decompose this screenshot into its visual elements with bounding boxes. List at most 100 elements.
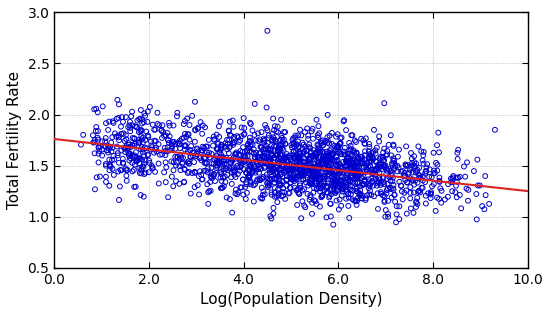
- Point: [251, 182, 260, 187]
- Point: [217, 178, 226, 183]
- Point: [336, 149, 344, 154]
- Point: [243, 143, 252, 148]
- Point: [294, 190, 302, 195]
- Point: [272, 170, 281, 175]
- Point: [336, 162, 344, 167]
- Point: [215, 156, 224, 161]
- Point: [141, 138, 150, 143]
- Point: [152, 149, 161, 154]
- Point: [226, 144, 234, 149]
- Point: [352, 186, 361, 191]
- Point: [135, 166, 144, 171]
- Point: [173, 154, 182, 160]
- Point: [260, 159, 268, 164]
- Point: [277, 117, 285, 122]
- Point: [388, 186, 397, 191]
- Point: [423, 162, 432, 167]
- Point: [319, 155, 328, 160]
- Point: [326, 188, 334, 193]
- Point: [307, 129, 316, 134]
- Point: [408, 156, 416, 161]
- Point: [160, 170, 168, 175]
- Point: [304, 183, 313, 188]
- Point: [184, 161, 193, 166]
- Point: [135, 116, 144, 122]
- Point: [132, 159, 141, 164]
- Point: [358, 161, 367, 166]
- Point: [176, 168, 185, 173]
- Point: [314, 161, 322, 166]
- Point: [341, 181, 350, 186]
- Point: [113, 97, 122, 102]
- Point: [90, 151, 99, 156]
- Point: [345, 215, 354, 220]
- Point: [455, 192, 464, 198]
- Point: [262, 143, 271, 148]
- Point: [240, 154, 249, 159]
- Point: [344, 148, 353, 153]
- Point: [401, 173, 410, 178]
- Point: [324, 141, 333, 146]
- Point: [267, 138, 276, 143]
- Point: [346, 192, 355, 197]
- Point: [278, 164, 287, 169]
- Point: [356, 154, 365, 159]
- Point: [141, 170, 150, 175]
- Point: [444, 181, 453, 187]
- Point: [104, 127, 113, 133]
- Point: [344, 160, 353, 165]
- Point: [148, 165, 157, 170]
- Point: [422, 165, 431, 170]
- Point: [144, 133, 152, 138]
- Point: [253, 160, 262, 165]
- Point: [327, 171, 336, 176]
- Point: [263, 156, 272, 161]
- Point: [181, 143, 190, 148]
- Point: [421, 171, 430, 176]
- Point: [375, 156, 384, 161]
- Point: [301, 144, 310, 149]
- Point: [295, 183, 304, 188]
- Point: [430, 171, 438, 176]
- Point: [267, 216, 276, 221]
- Point: [276, 182, 284, 187]
- Point: [346, 147, 355, 152]
- Point: [217, 144, 226, 149]
- Point: [212, 163, 221, 168]
- Point: [287, 176, 296, 181]
- Point: [290, 154, 299, 159]
- Point: [279, 129, 288, 134]
- Point: [370, 127, 378, 133]
- Point: [289, 149, 298, 154]
- Point: [312, 186, 321, 191]
- Point: [214, 134, 223, 139]
- Point: [294, 156, 303, 161]
- Point: [223, 142, 232, 147]
- Point: [259, 189, 268, 194]
- Point: [234, 165, 243, 170]
- Point: [268, 169, 277, 174]
- Point: [278, 179, 287, 184]
- Point: [166, 148, 174, 153]
- Point: [331, 172, 339, 177]
- Point: [327, 182, 336, 187]
- Point: [161, 180, 170, 185]
- Point: [414, 144, 423, 149]
- Point: [276, 137, 285, 142]
- Point: [323, 135, 332, 140]
- Point: [308, 173, 317, 178]
- Point: [351, 199, 360, 204]
- Point: [136, 147, 145, 152]
- Point: [349, 159, 358, 164]
- Point: [185, 169, 194, 174]
- Point: [359, 174, 368, 179]
- Point: [329, 166, 338, 171]
- Point: [276, 165, 284, 171]
- Point: [322, 215, 331, 220]
- Point: [393, 163, 402, 168]
- Point: [286, 157, 295, 162]
- Point: [358, 157, 366, 162]
- Point: [389, 183, 398, 188]
- Point: [367, 176, 376, 181]
- Point: [180, 147, 189, 152]
